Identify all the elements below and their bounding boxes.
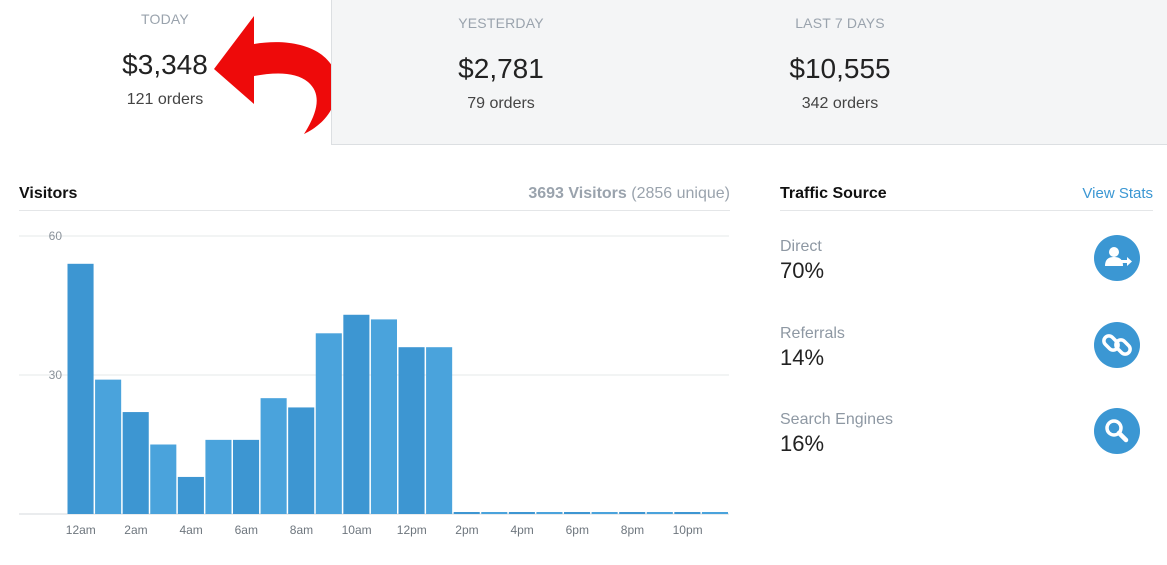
bar xyxy=(177,476,204,514)
bar xyxy=(398,347,425,514)
stat-last7-amount: $10,555 xyxy=(789,53,891,84)
user-arrow-icon[interactable] xyxy=(1094,235,1140,281)
x-tick-label: 2am xyxy=(124,523,147,537)
bar xyxy=(205,439,232,514)
stats-panel: YESTERDAY $2,781 79 orders LAST 7 DAYS $… xyxy=(331,0,1167,145)
x-tick-label: 8pm xyxy=(621,523,644,537)
stat-today-label: TODAY xyxy=(141,11,189,27)
bar xyxy=(591,512,618,514)
source-search-engines-label: Search Engines xyxy=(780,411,893,428)
stat-today-amount: $3,348 xyxy=(122,49,208,80)
source-direct: Direct 70% xyxy=(780,238,824,284)
stat-last7-label: LAST 7 DAYS xyxy=(795,15,885,31)
source-direct-value: 70% xyxy=(780,258,825,283)
stat-yesterday-label: YESTERDAY xyxy=(458,15,544,31)
bar xyxy=(150,444,177,514)
y-tick-label: 30 xyxy=(49,368,63,382)
x-tick-label: 2pm xyxy=(455,523,478,537)
bar xyxy=(701,512,728,514)
bar xyxy=(122,412,149,514)
bar xyxy=(315,333,342,514)
stat-today-orders: 121 orders xyxy=(126,91,204,108)
stat-last7: LAST 7 DAYS $10,555 342 orders xyxy=(690,15,990,113)
source-direct-label: Direct xyxy=(780,238,822,255)
bar xyxy=(67,263,94,514)
x-tick-label: 12pm xyxy=(397,523,427,537)
bar xyxy=(370,319,397,514)
visitors-title: Visitors xyxy=(19,185,78,202)
source-referrals-value: 14% xyxy=(780,345,825,370)
bar xyxy=(674,512,701,514)
source-search-engines: Search Engines 16% xyxy=(780,411,893,457)
bar xyxy=(343,314,370,514)
y-tick-label: 60 xyxy=(49,229,63,243)
traffic-divider xyxy=(780,210,1153,211)
x-tick-label: 4am xyxy=(179,523,202,537)
bar xyxy=(95,379,122,514)
view-stats-link[interactable]: View Stats xyxy=(1082,185,1153,202)
visitors-unique: (2856 unique) xyxy=(631,185,730,202)
source-search-engines-value: 16% xyxy=(780,431,825,456)
bar xyxy=(536,512,563,514)
bar xyxy=(426,347,453,514)
bar xyxy=(260,398,287,514)
stat-today: TODAY $3,348 121 orders xyxy=(0,0,330,145)
x-tick-label: 6pm xyxy=(566,523,589,537)
visitors-total: 3693 Visitors xyxy=(528,185,627,202)
traffic-title: Traffic Source xyxy=(780,185,887,202)
x-tick-label: 10am xyxy=(342,523,372,537)
x-tick-label: 8am xyxy=(290,523,313,537)
red-arrow-icon xyxy=(214,16,338,134)
link-icon[interactable] xyxy=(1094,322,1140,368)
source-referrals: Referrals 14% xyxy=(780,325,845,371)
bar xyxy=(619,512,646,514)
bar xyxy=(288,407,315,514)
visitors-summary: 3693 Visitors (2856 unique) xyxy=(528,185,730,203)
x-tick-label: 6am xyxy=(235,523,258,537)
x-tick-label: 10pm xyxy=(673,523,703,537)
bar xyxy=(233,439,260,514)
bar xyxy=(481,512,508,514)
stat-yesterday-orders: 79 orders xyxy=(467,95,535,112)
visitors-divider xyxy=(19,210,730,211)
bar xyxy=(646,512,673,514)
stat-yesterday-amount: $2,781 xyxy=(458,53,544,84)
stat-last7-orders: 342 orders xyxy=(801,95,879,112)
search-icon[interactable] xyxy=(1094,408,1140,454)
source-referrals-label: Referrals xyxy=(780,325,845,342)
x-tick-label: 4pm xyxy=(510,523,533,537)
visitors-chart: 30 60 12am 2am 4am 6am 8am 10am 12pm 2pm 4pm 6pm 8pm… xyxy=(19,229,729,537)
bar xyxy=(564,512,591,514)
bar xyxy=(453,512,480,514)
x-tick-label: 12am xyxy=(66,523,96,537)
bar xyxy=(508,512,535,514)
stat-yesterday: YESTERDAY $2,781 79 orders xyxy=(351,15,651,113)
